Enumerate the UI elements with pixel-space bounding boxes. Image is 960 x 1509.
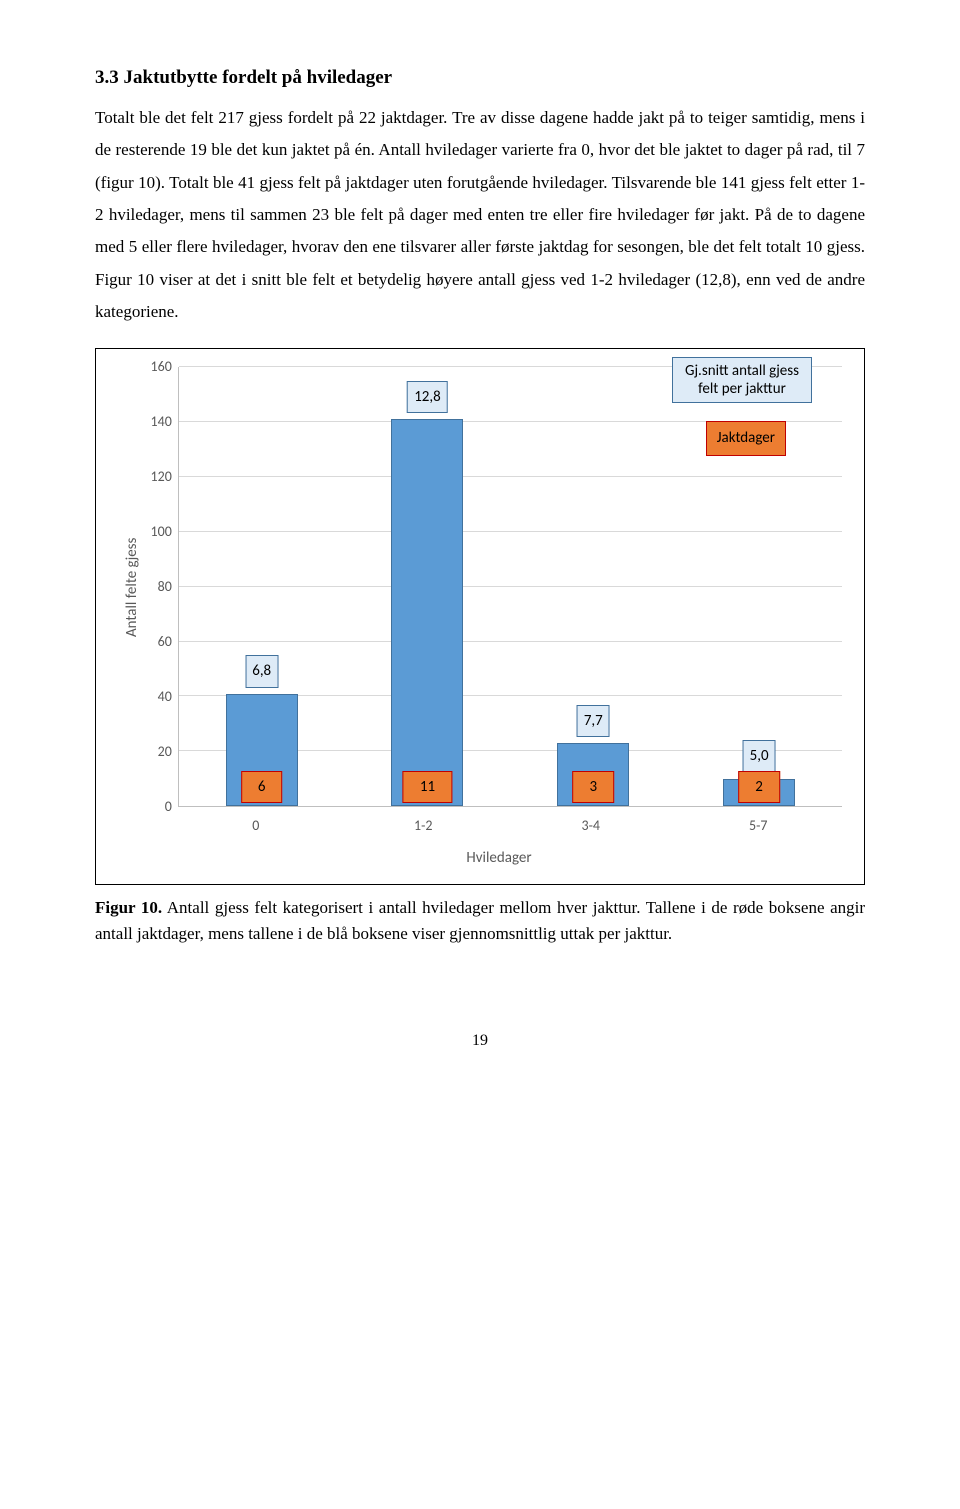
jaktdager-badge: 11 [403, 771, 452, 804]
x-tick: 0 [172, 813, 340, 840]
avg-badge: 12,8 [407, 381, 448, 414]
body-paragraph: Totalt ble det felt 217 gjess fordelt på… [95, 102, 865, 328]
legend-average-box: Gj.snitt antall gjess felt per jakttur [672, 357, 812, 403]
figure-label: Figur 10. [95, 898, 162, 917]
avg-badge: 5,0 [743, 740, 776, 773]
page-number: 19 [95, 1026, 865, 1056]
y-axis-label: Antall felte gjess [114, 367, 151, 807]
jaktdager-badge: 3 [572, 771, 614, 804]
figure-caption-text: Antall gjess felt kategorisert i antall … [95, 898, 865, 943]
chart-plot-area: 6,8612,8117,735,02 Gj.snitt antall gjess… [178, 367, 842, 807]
legend-text: felt per jakttur [685, 380, 799, 398]
chart-container: Antall felte gjess 160140120100806040200… [95, 348, 865, 885]
x-axis-label: Hviledager [114, 844, 842, 873]
section-heading: 3.3 Jaktutbytte fordelt på hviledager [95, 60, 865, 96]
x-tick: 5-7 [675, 813, 843, 840]
legend-jaktdager-box: Jaktdager [706, 421, 786, 456]
jaktdager-badge: 2 [738, 771, 780, 804]
x-tick: 1-2 [340, 813, 508, 840]
figure-caption: Figur 10. Antall gjess felt kategorisert… [95, 895, 865, 946]
avg-badge: 7,7 [577, 705, 610, 738]
y-axis-ticks: 160140120100806040200 [151, 367, 178, 807]
legend-text: Gj.snitt antall gjess [685, 362, 799, 380]
jaktdager-badge: 6 [241, 771, 283, 804]
avg-badge: 6,8 [245, 655, 278, 688]
x-tick: 3-4 [507, 813, 675, 840]
bar [391, 419, 463, 806]
x-axis-ticks: 01-23-45-7 [172, 813, 842, 840]
